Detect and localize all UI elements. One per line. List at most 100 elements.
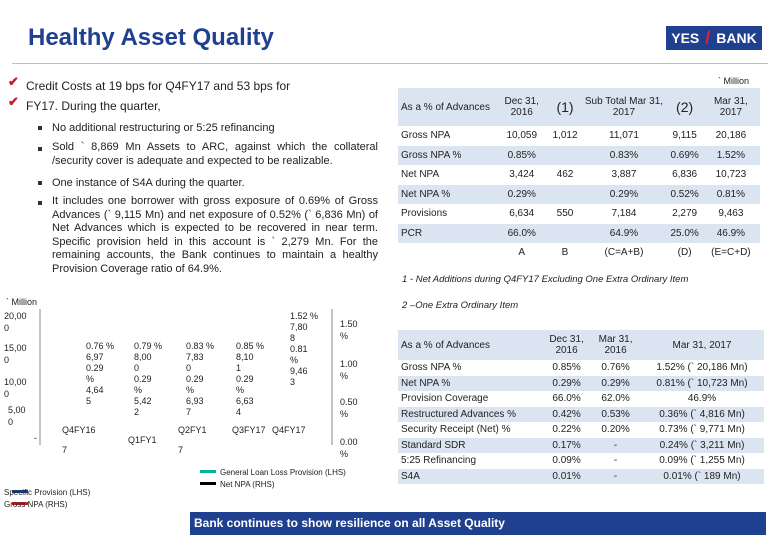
table-cell: PCR [401, 227, 423, 239]
table-cell: 0.17% [552, 439, 581, 451]
checkmark-icon: ✔ [8, 94, 19, 109]
bullet-text-2: Sold ` 8,869 Mn Assets to ARC, against w… [52, 141, 378, 167]
bar-data-label: 1 [236, 363, 241, 373]
bar-data-label: 6,93 [186, 396, 204, 406]
table-footnote-2: 2 –One Extra Ordinary Item [402, 300, 519, 311]
table-cell: (C=A+B) [604, 247, 644, 259]
bar-data-label: 0.29 [236, 374, 254, 384]
bar-data-label: % [134, 385, 142, 395]
table-cell [549, 224, 580, 244]
table-cell: 1,012 [552, 130, 578, 142]
table-cell: 3,887 [611, 169, 637, 181]
left-axis-tick-label: 10,00 [4, 377, 27, 387]
table-cell: 64.9% [609, 227, 639, 239]
table-cell: 0.09% (` 1,255 Mn) [659, 455, 745, 467]
table-cell: 0.81% [716, 188, 746, 200]
logo-slash-icon: / [705, 27, 711, 48]
table-cell: 2,279 [672, 208, 698, 220]
legend-label: Specific Provision (LHS) [4, 488, 91, 497]
table-cell: 11,071 [609, 130, 639, 142]
right-axis-tick-label: % [340, 449, 348, 459]
bullet-icon [38, 147, 42, 151]
million-label: ` Million [718, 76, 750, 86]
table-row: Gross NPA % 0.85% 0.83% 0.69% 1.52% [398, 145, 760, 166]
bar-data-label: 6,97 [86, 352, 104, 362]
bar-data-label: 7 [186, 407, 191, 417]
table-cell: S4A [401, 470, 420, 482]
category-label: 7 [62, 445, 67, 455]
category-label: 7 [178, 445, 183, 455]
left-axis-tick-label: - [34, 433, 37, 443]
bar-data-label: 7,83 [186, 352, 204, 362]
bar-data-label: 0.79 % [134, 341, 162, 351]
left-axis-tick-label: 0 [4, 323, 9, 333]
bar-data-label: 0.29 [86, 363, 104, 373]
table-row: Standard SDR 0.17% - 0.24% (` 3,211 Mn) [398, 437, 764, 453]
table-header-cell: As a % of Advances [401, 339, 490, 351]
right-axis-tick-label: 1.00 [340, 359, 358, 369]
table-cell [549, 146, 580, 166]
page-number: 17 [753, 524, 764, 534]
bar-data-label: 0.81 [290, 344, 308, 354]
legend-swatch [200, 470, 216, 473]
legend-swatch [12, 490, 28, 493]
table-header-cell: Dec 31, 2016 [549, 334, 584, 356]
npa-breakdown-table: As a % of Advances Dec 31, 2016 (1) Sub … [398, 88, 760, 263]
table-cell: - [613, 439, 618, 451]
table-cell: 0.01% [552, 470, 581, 482]
table-cell: 0.83% [609, 149, 639, 161]
bar-data-label: 4,64 [86, 385, 104, 395]
table-header-cell: (1) [556, 99, 574, 115]
table-cell: 46.9% [687, 393, 717, 405]
table-cell: 9,115 [672, 130, 697, 142]
right-axis-tick-label: 0.50 [340, 397, 358, 407]
table-cell [549, 185, 580, 205]
credit-cost-line1: Credit Costs at 19 bps for Q4FY17 and 53… [26, 79, 291, 93]
bar-data-label: 0.76 % [86, 341, 114, 351]
bar-data-label: 5 [86, 396, 91, 406]
bullet-icon [38, 201, 42, 205]
table-cell: 7,184 [611, 208, 637, 220]
table-cell: Restructured Advances % [401, 408, 517, 420]
left-axis-tick-label: 0 [8, 417, 13, 427]
table-cell: 0.24% (` 3,211 Mn) [659, 439, 745, 451]
right-axis-tick-label: 1.50 [340, 319, 358, 329]
table-cell: 0.53% [601, 408, 630, 420]
table-row: Provision Coverage 66.0% 62.0% 46.9% [398, 391, 764, 407]
bar-data-label: 7,80 [290, 322, 308, 332]
category-label: Q1FY1 [128, 435, 157, 445]
table-header-cell: Mar 31, 2016 [598, 334, 633, 356]
table-cell: 0.42% [552, 408, 581, 420]
right-axis-tick-label: % [340, 409, 348, 419]
table-cell: 0.81% (` 10,723 Mn) [656, 377, 748, 389]
left-axis-tick-label: 0 [4, 355, 9, 365]
table-row: Provisions 6,634 550 7,184 2,279 9,463 [398, 204, 760, 224]
provision-npa-chart: 20,00015,00010,0005,000-1.50%1.00%0.50%0… [4, 309, 358, 509]
table-row: 5:25 Refinancing 0.09% - 0.09% (` 1,255 Mn) [398, 453, 764, 469]
table-cell: 5:25 Refinancing [401, 455, 477, 467]
table-cell: 0.29% [609, 188, 639, 200]
table-header-cell: Mar 31, 2017 [713, 96, 748, 118]
logo-text: YES [671, 30, 700, 46]
category-label: Q3FY17 [232, 425, 266, 435]
table-cell: 0.09% [552, 455, 581, 467]
left-axis-tick-label: 15,00 [4, 343, 27, 353]
table-cell: Gross NPA % [401, 362, 462, 374]
table-cell: 0.69% [670, 149, 699, 161]
table-cell: 10,059 [506, 130, 538, 142]
table-cell: 0.29% [552, 377, 581, 389]
table-cell: 0.22% [552, 424, 581, 436]
table-cell: 62.0% [601, 393, 630, 405]
table-header-cell: Mar 31, 2017 [672, 339, 732, 351]
bar-data-label: 3 [290, 377, 295, 387]
bullet-text-4: It includes one borrower with gross expo… [52, 195, 378, 275]
table-cell: 0.52% [670, 188, 699, 200]
table-cell: 0.20% [601, 424, 630, 436]
table-row: Gross NPA % 0.85% 0.76% 1.52% (` 20,186 Mn) [398, 360, 764, 376]
table-cell: B [561, 247, 569, 259]
table-cell: Standard SDR [401, 439, 466, 451]
legend-swatch [200, 482, 216, 485]
category-label: Q2FY1 [178, 425, 207, 435]
table-row: S4A 0.01% - 0.01% (` 189 Mn) [398, 468, 764, 484]
right-axis-tick-label: % [340, 331, 348, 341]
